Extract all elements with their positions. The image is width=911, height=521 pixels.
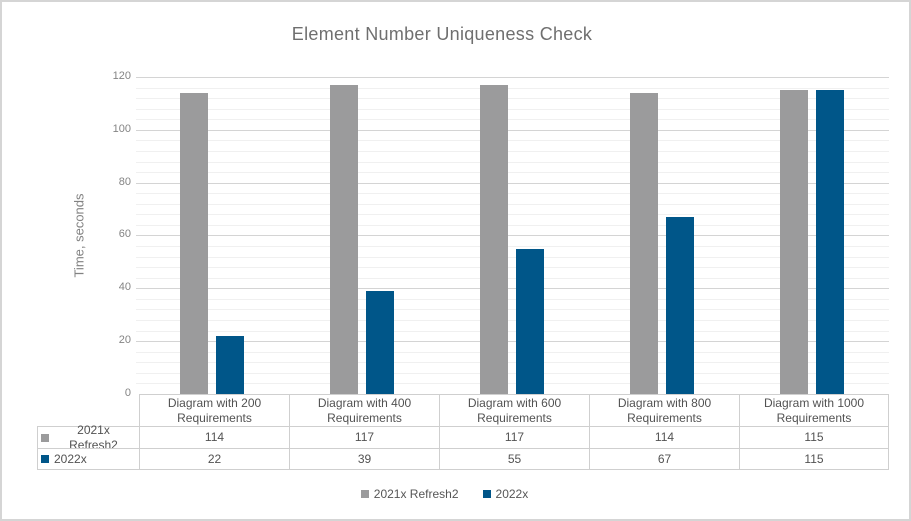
plot-area bbox=[136, 77, 889, 394]
minor-gridline bbox=[136, 257, 889, 258]
minor-gridline bbox=[136, 204, 889, 205]
category-header-cell: Diagram with 400 Requirements bbox=[289, 394, 439, 426]
major-gridline bbox=[136, 235, 889, 236]
bar-2021x-refresh2 bbox=[630, 93, 658, 394]
value-cell-2022x: 115 bbox=[739, 448, 889, 470]
category-header-cell: Diagram with 600 Requirements bbox=[439, 394, 589, 426]
bar-2021x-refresh2 bbox=[480, 85, 508, 394]
minor-gridline bbox=[136, 246, 889, 247]
minor-gridline bbox=[136, 309, 889, 310]
minor-gridline bbox=[136, 140, 889, 141]
legend-key-square bbox=[360, 489, 369, 498]
y-axis-tick-label: 0 bbox=[124, 387, 131, 399]
minor-gridline bbox=[136, 225, 889, 226]
bar-2022x bbox=[366, 291, 394, 394]
y-axis-tick-label: 40 bbox=[118, 281, 131, 293]
minor-gridline bbox=[136, 88, 889, 89]
major-gridline bbox=[136, 183, 889, 184]
minor-gridline bbox=[136, 267, 889, 268]
major-gridline bbox=[136, 130, 889, 131]
minor-gridline bbox=[136, 151, 889, 152]
minor-gridline bbox=[136, 331, 889, 332]
category-header-cell: Diagram with 800 Requirements bbox=[589, 394, 739, 426]
bar-2021x-refresh2 bbox=[780, 90, 808, 394]
value-cell-2022x: 22 bbox=[139, 448, 289, 470]
value-cell-2022x: 55 bbox=[439, 448, 589, 470]
major-gridline bbox=[136, 77, 889, 78]
bar-2022x bbox=[516, 249, 544, 394]
value-cell-2021x-refresh2: 115 bbox=[739, 426, 889, 448]
minor-gridline bbox=[136, 320, 889, 321]
value-cell-2021x-refresh2: 114 bbox=[139, 426, 289, 448]
minor-gridline bbox=[136, 162, 889, 163]
minor-gridline bbox=[136, 373, 889, 374]
minor-gridline bbox=[136, 299, 889, 300]
chart-title: Element Number Uniqueness Check bbox=[291, 24, 593, 44]
y-axis-tick-label: 60 bbox=[118, 228, 131, 240]
value-cell-2021x-refresh2: 117 bbox=[289, 426, 439, 448]
value-cell-2022x: 39 bbox=[289, 448, 439, 470]
series-key-square bbox=[41, 433, 49, 442]
series-row-header-2021x-refresh2: 2021x Refresh2 bbox=[37, 423, 139, 452]
minor-gridline bbox=[136, 352, 889, 353]
bar-2021x-refresh2 bbox=[180, 93, 208, 394]
y-axis-tick-label: 80 bbox=[118, 176, 131, 188]
legend-label: 2022x bbox=[495, 486, 529, 501]
minor-gridline bbox=[136, 214, 889, 215]
bar-2022x bbox=[216, 336, 244, 394]
data-table: Diagram with 200 Requirements Diagram wit… bbox=[37, 394, 889, 470]
category-header-cell: Diagram with 200 Requirements bbox=[139, 394, 289, 426]
minor-gridline bbox=[136, 383, 889, 384]
legend-item-2022x: 2022x bbox=[482, 486, 529, 501]
value-cell-2022x: 67 bbox=[589, 448, 739, 470]
y-axis-tick-label: 100 bbox=[112, 123, 131, 135]
minor-gridline bbox=[136, 193, 889, 194]
minor-gridline bbox=[136, 109, 889, 110]
bar-2022x bbox=[666, 217, 694, 394]
legend-key-square bbox=[482, 489, 491, 498]
series-key-square bbox=[41, 455, 49, 463]
value-cell-2021x-refresh2: 117 bbox=[439, 426, 589, 448]
category-header-cell: Diagram with 1000 Requirements bbox=[739, 394, 889, 426]
bar-2022x bbox=[816, 90, 844, 394]
minor-gridline bbox=[136, 119, 889, 120]
legend: 2021x Refresh2 2022x bbox=[2, 486, 887, 501]
legend-label: 2021x Refresh2 bbox=[373, 486, 459, 501]
major-gridline bbox=[136, 288, 889, 289]
series-row-label: 2022x bbox=[54, 451, 87, 466]
major-gridline bbox=[136, 341, 889, 342]
minor-gridline bbox=[136, 172, 889, 173]
value-cell-2021x-refresh2: 114 bbox=[589, 426, 739, 448]
bar-2021x-refresh2 bbox=[330, 85, 358, 394]
minor-gridline bbox=[136, 98, 889, 99]
table-corner-cell bbox=[37, 394, 139, 426]
legend-item-2021x-refresh2: 2021x Refresh2 bbox=[360, 486, 459, 501]
y-axis-tick-label: 120 bbox=[112, 70, 131, 82]
y-axis-tick-label: 20 bbox=[118, 334, 131, 346]
minor-gridline bbox=[136, 362, 889, 363]
minor-gridline bbox=[136, 278, 889, 279]
series-row-header-2022x: 2022x bbox=[37, 448, 139, 470]
